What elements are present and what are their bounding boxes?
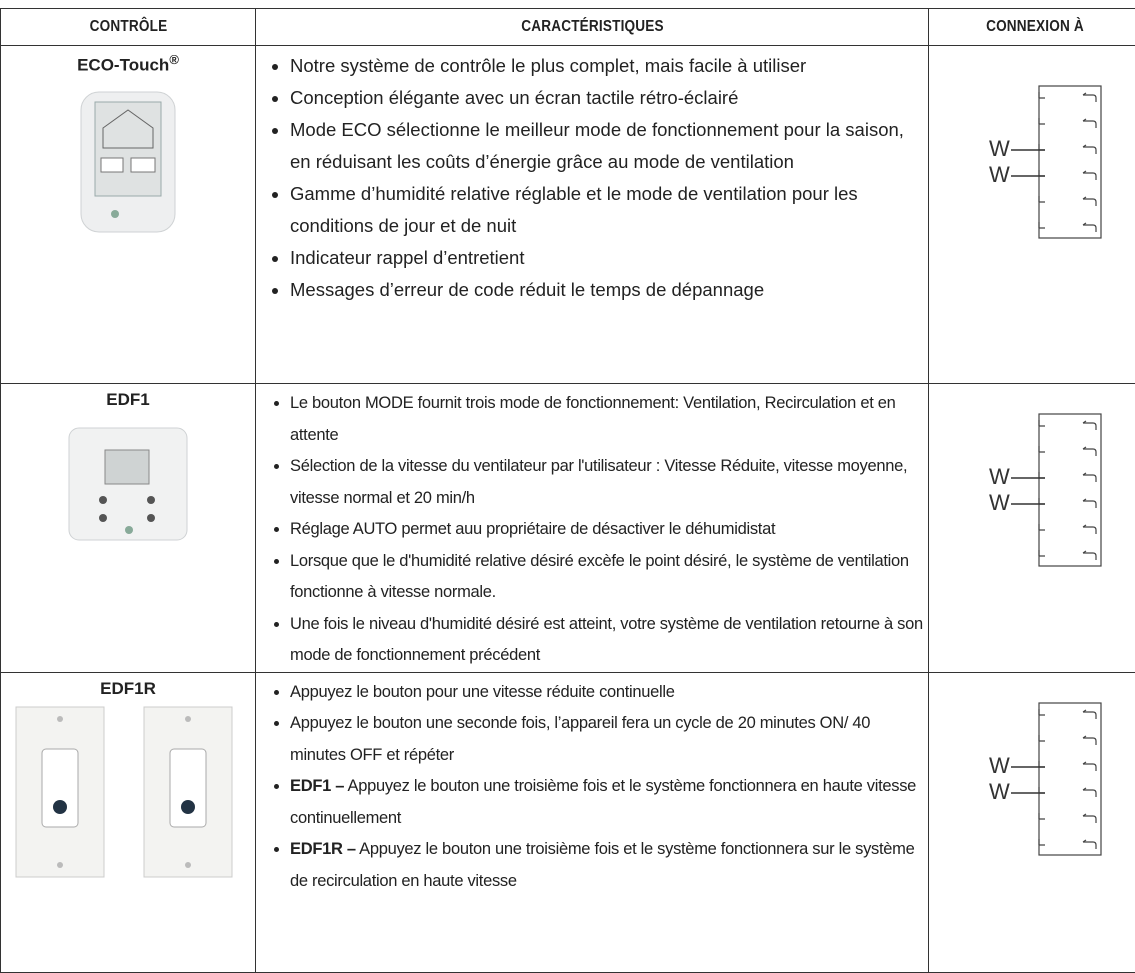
feature: EDF1R – Appuyez le bouton une troisième …: [290, 834, 928, 897]
pin-hook: [1083, 840, 1096, 849]
pin-hook: [1083, 499, 1096, 508]
header-cell: CARACTÉRISTIQUES: [306, 9, 878, 46]
header-cell: CONTRÔLE: [20, 9, 237, 46]
terminal-block: [1039, 414, 1101, 566]
control-cell: EDF1R: [1, 672, 256, 972]
page: CONTRÔLE CARACTÉRISTIQUES CONNEXION À EC…: [0, 0, 1135, 931]
pin-hook: [1083, 551, 1096, 560]
pin-hook: [1083, 197, 1096, 206]
pin-hook: [1083, 788, 1096, 797]
pin-hook: [1083, 525, 1096, 534]
feature: Indicateur rappel d’entretient: [290, 242, 928, 274]
wire-label: W: [989, 136, 1010, 161]
wiring-diagram: WW: [989, 76, 1135, 246]
row: EDF1R Appuyez le bouton pour une vitesse…: [1, 672, 1135, 972]
controls-table: CONTRÔLE CARACTÉRISTIQUES CONNEXION À EC…: [0, 8, 1135, 973]
pin: [1039, 144, 1045, 150]
pin-hook: [1083, 710, 1096, 719]
feature: Réglage AUTO permet auu propriétaire de …: [290, 514, 928, 546]
feature: Gamme d’humidité relative réglable et le…: [290, 178, 928, 242]
feature: Mode ECO sélectionne le meilleur mode de…: [290, 114, 928, 178]
header-row: CONTRÔLE CARACTÉRISTIQUES CONNEXION À: [1, 9, 1135, 46]
wire-label: W: [989, 162, 1010, 187]
pin: [1039, 839, 1045, 845]
feature: Une fois le niveau d'humidité désiré est…: [290, 609, 928, 672]
pin: [1039, 446, 1045, 452]
terminal-block: [1039, 86, 1101, 238]
control-cell: ECO-Touch®: [1, 46, 256, 384]
pin: [1039, 196, 1045, 202]
features-cell: Le bouton MODE fournit trois mode de fon…: [256, 384, 929, 673]
pin: [1039, 709, 1045, 715]
pin: [1039, 92, 1045, 98]
feature: Appuyez le bouton pour une vitesse rédui…: [290, 677, 928, 709]
pin: [1039, 813, 1045, 819]
pin-hook: [1083, 119, 1096, 128]
feature-text: Appuyez le bouton une troisième fois et …: [290, 777, 916, 827]
feature: Lorsque que le d'humidité relative désir…: [290, 546, 928, 609]
terminal-block: [1039, 703, 1101, 855]
trademark: ®: [169, 52, 179, 67]
pin: [1039, 420, 1045, 426]
pin: [1039, 222, 1045, 228]
pin-hook: [1083, 171, 1096, 180]
feature-list: Appuyez le bouton pour une vitesse rédui…: [256, 677, 928, 898]
row: ECO-Touch® Notre système de contrôle le …: [1, 46, 1135, 384]
wire-label: W: [989, 752, 1010, 777]
feature-model: EDF1R –: [290, 840, 356, 858]
pin: [1039, 550, 1045, 556]
pin-hook: [1083, 473, 1096, 482]
name: EDF1: [106, 390, 149, 409]
row: EDF1 Le bouton MODE fournit trois mode d…: [1, 384, 1135, 673]
pin: [1039, 170, 1045, 176]
wire-label: W: [989, 778, 1010, 803]
pin: [1039, 472, 1045, 478]
device-image: [73, 88, 183, 238]
feature: Conception élégante avec un écran tactil…: [290, 82, 928, 114]
feature: EDF1 – Appuyez le bouton une troisième f…: [290, 771, 928, 834]
device-image: [8, 703, 248, 883]
pin: [1039, 761, 1045, 767]
feature: Sélection de la vitesse du ventilateur p…: [290, 451, 928, 514]
pin: [1039, 524, 1045, 530]
wiring-diagram: WW: [989, 693, 1135, 863]
feature: Appuyez le bouton une seconde fois, l’ap…: [290, 708, 928, 771]
feature-model: EDF1 –: [290, 777, 344, 795]
feature-text: Appuyez le bouton une troisième fois et …: [290, 840, 914, 890]
pin-hook: [1083, 447, 1096, 456]
pin: [1039, 498, 1045, 504]
pin-hook: [1083, 145, 1096, 154]
pin: [1039, 787, 1045, 793]
pin-hook: [1083, 421, 1096, 430]
name: EDF1R: [100, 679, 156, 698]
wire-label: W: [989, 464, 1010, 489]
pin-hook: [1083, 814, 1096, 823]
pin-hook: [1083, 762, 1096, 771]
feature: Le bouton MODE fournit trois mode de fon…: [290, 388, 928, 451]
feature-list: Notre système de contrôle le plus comple…: [256, 50, 928, 306]
feature-list: Le bouton MODE fournit trois mode de fon…: [256, 388, 928, 672]
pin: [1039, 735, 1045, 741]
pin-hook: [1083, 223, 1096, 232]
pin-hook: [1083, 93, 1096, 102]
control-name: ECO-Touch®: [1, 46, 255, 76]
features-cell: Notre système de contrôle le plus comple…: [256, 46, 929, 384]
pin-hook: [1083, 736, 1096, 745]
device-image: [63, 422, 193, 547]
control-cell: EDF1: [1, 384, 256, 673]
features-cell: Appuyez le bouton pour une vitesse rédui…: [256, 672, 929, 972]
feature: Messages d’erreur de code réduit le temp…: [290, 274, 928, 306]
header-cell: CONNEXION À: [944, 9, 1124, 46]
wire-label: W: [989, 490, 1010, 515]
name: ECO-Touch: [77, 56, 169, 75]
wiring-diagram: WW: [989, 404, 1135, 574]
control-name: EDF1R: [1, 673, 255, 699]
pin: [1039, 118, 1045, 124]
control-name: EDF1: [1, 384, 255, 410]
feature: Notre système de contrôle le plus comple…: [290, 50, 928, 82]
